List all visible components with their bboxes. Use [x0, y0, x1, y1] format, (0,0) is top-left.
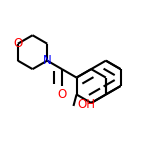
Text: O: O [13, 37, 22, 50]
Text: OH: OH [77, 98, 95, 111]
Text: O: O [57, 87, 66, 100]
Text: N: N [43, 54, 52, 67]
